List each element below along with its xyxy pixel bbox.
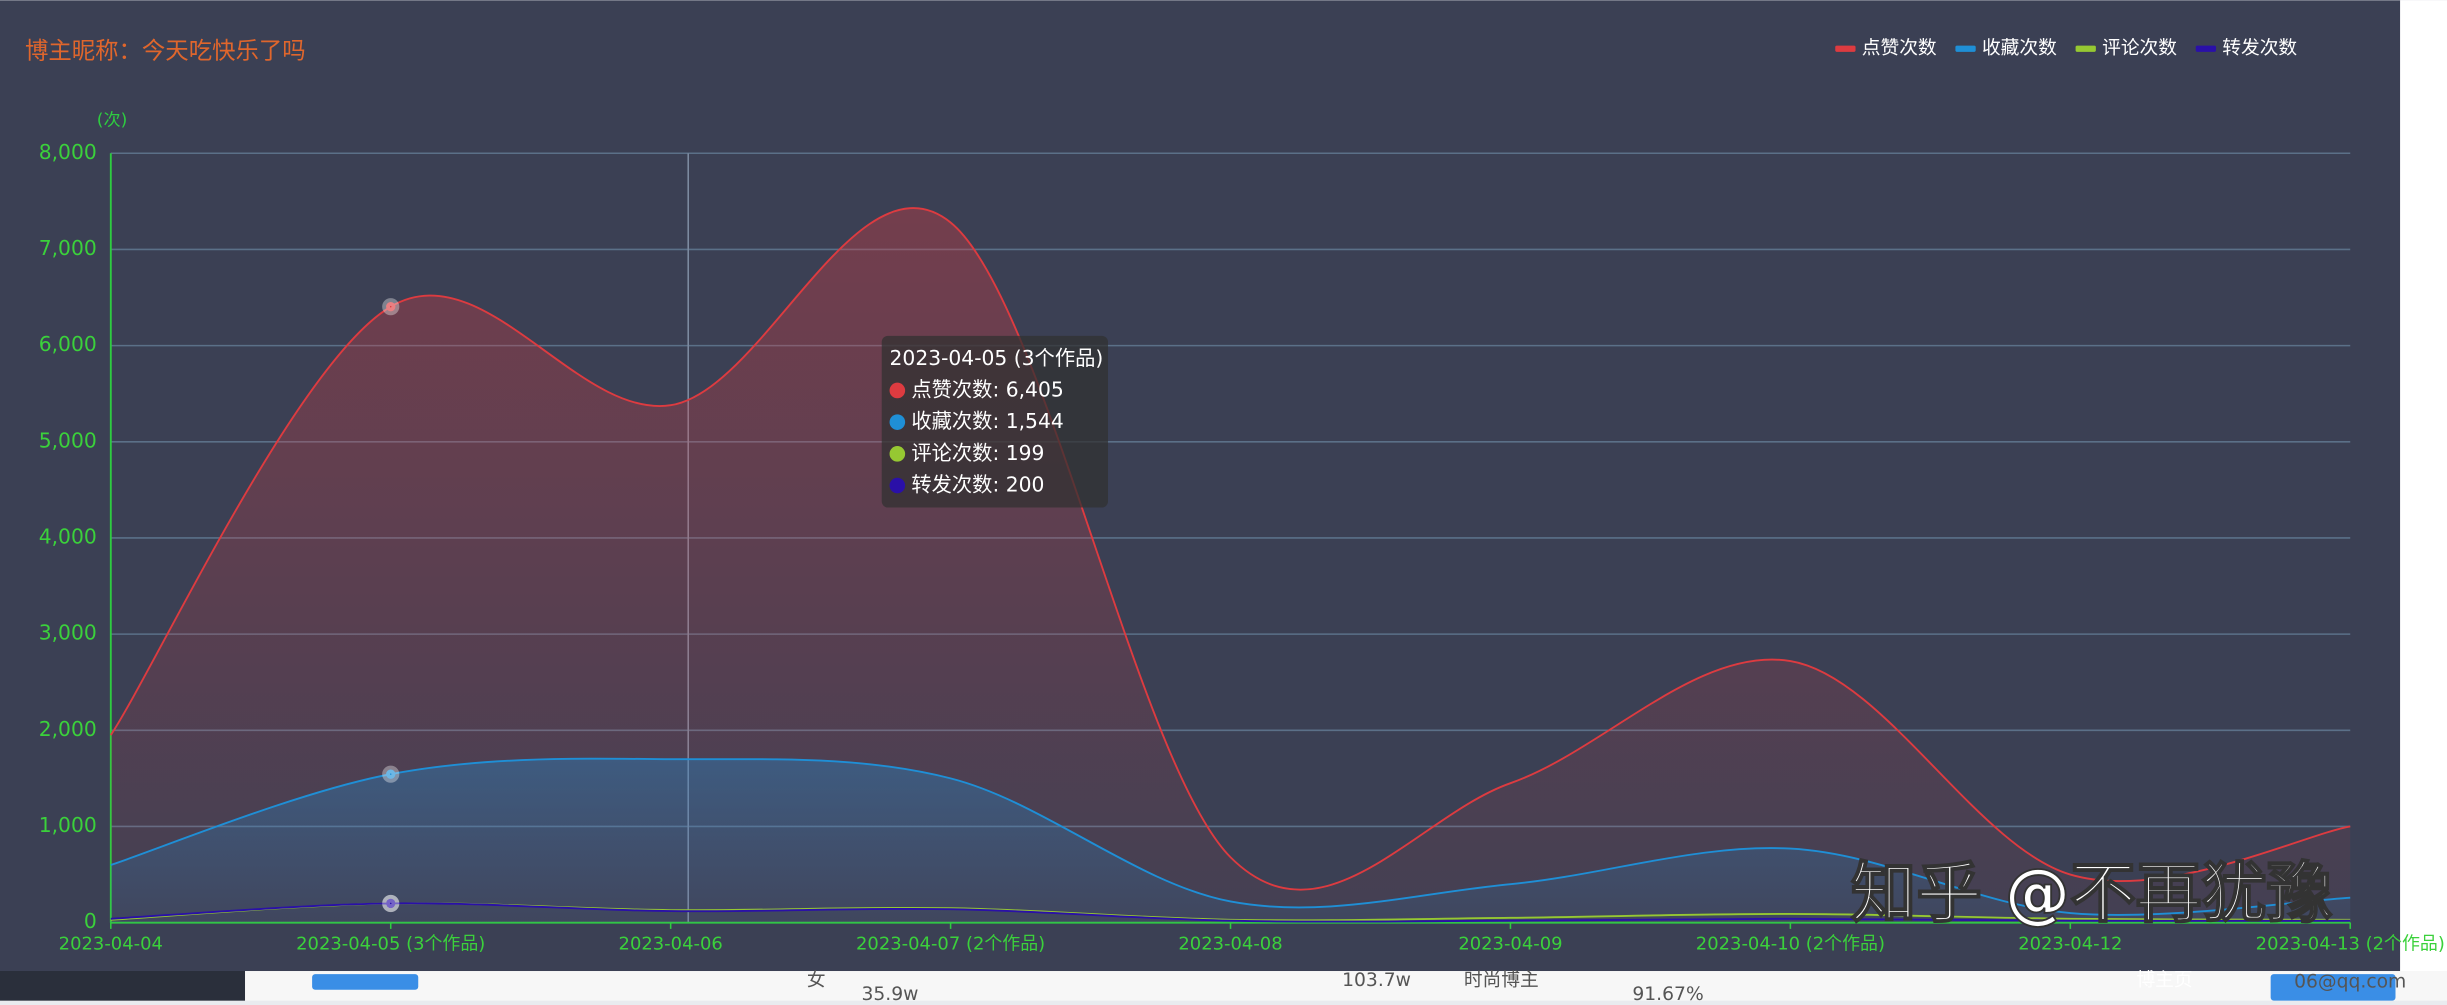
legend-label: 评论次数 [2102, 38, 2177, 59]
sidebar [0, 967, 246, 1001]
highlight-point [382, 894, 400, 912]
x-tick-label: 2023-04-10 (2个作品) [1696, 933, 1885, 954]
table-cell: 103.7w [1342, 970, 1411, 991]
x-tick-label: 2023-04-08 [1178, 933, 1282, 954]
y-tick-label: 8,000 [39, 140, 97, 164]
tooltip-item: 评论次数: 199 [911, 440, 1044, 464]
x-tick-label: 2023-04-09 [1458, 933, 1562, 954]
chart-title: 博主昵称：今天吃快乐了吗 [25, 36, 306, 64]
y-axis-label: (次) [97, 110, 128, 130]
separator: : [992, 377, 1005, 401]
y-tick-label: 6,000 [39, 332, 97, 356]
tooltip-dot [889, 414, 906, 430]
area [110, 208, 2351, 923]
tooltip-value: 200 [1006, 472, 1045, 496]
tooltip-series: 收藏次数 [911, 409, 992, 433]
highlight-point [382, 298, 400, 316]
separator: : [992, 440, 1005, 464]
button[interactable] [2270, 974, 2396, 1001]
legend-swatch [2195, 45, 2217, 52]
tooltip-value: 1,544 [1006, 409, 1064, 433]
legend-swatch [2075, 45, 2096, 52]
tooltip-dot [889, 477, 906, 494]
line [110, 757, 2351, 916]
x-tick-label: 2023-04-06 [619, 933, 723, 954]
table-cell: 女 [807, 970, 826, 991]
tooltip-title: 2023-04-05 (3个作品) [890, 346, 1104, 370]
tooltip-dot [889, 382, 906, 399]
y-tick-label: 7,000 [39, 236, 97, 260]
x-tick-label: 2023-04-04 [59, 933, 163, 954]
legend-swatch [1955, 45, 1976, 52]
table-cell: 博主页 [2136, 970, 2192, 991]
tooltip-series: 点赞次数 [911, 377, 992, 401]
y-tick-label: 4,000 [39, 524, 97, 548]
tooltip-series: 评论次数 [911, 440, 992, 464]
scroll-edge [2400, 0, 2447, 972]
line [110, 902, 2351, 923]
tooltip-box [881, 335, 1109, 508]
table-cell: 06@qq.com [2294, 971, 2406, 992]
table-cell: 35.9w [861, 984, 918, 1001]
y-tick-label: 0 [84, 909, 97, 933]
tooltip-series: 转发次数 [911, 472, 992, 496]
tooltip-item: 点赞次数: 6,405 [911, 377, 1063, 401]
legend-swatch [1835, 45, 1856, 52]
table-cell: 91.67% [1632, 984, 1703, 1001]
button[interactable] [312, 974, 419, 990]
area [110, 758, 2351, 923]
y-tick-label: 5,000 [39, 428, 97, 452]
tooltip-item: 收藏次数: 1,544 [911, 409, 1063, 433]
table-strip [245, 967, 2447, 1001]
y-tick-label: 3,000 [39, 621, 97, 645]
legend-label: 转发次数 [2222, 38, 2297, 59]
legend-label: 收藏次数 [1982, 38, 2057, 59]
separator: : [992, 472, 1005, 496]
x-tick-label: 2023-04-07 (2个作品) [856, 933, 1045, 954]
line [110, 207, 2351, 891]
x-tick-label: 2023-04-05 (3个作品) [296, 933, 485, 954]
y-tick-label: 2,000 [39, 717, 97, 741]
tooltip-value: 6,405 [1006, 377, 1064, 401]
separator: : [992, 409, 1005, 433]
tooltip-dot [889, 446, 906, 462]
table-cell: 时尚博主 [1464, 970, 1539, 991]
tooltip-item: 转发次数: 200 [911, 472, 1044, 496]
highlight-point [382, 765, 400, 783]
x-tick-label: 2023-04-13 (2个作品) [2256, 933, 2445, 954]
watermark: 知乎 @不再犹豫 [1851, 856, 2333, 932]
tooltip-value: 199 [1006, 440, 1045, 464]
legend-label: 点赞次数 [1862, 38, 1937, 59]
x-tick-label: 2023-04-12 [2018, 933, 2122, 954]
y-tick-label: 1,000 [39, 813, 97, 837]
